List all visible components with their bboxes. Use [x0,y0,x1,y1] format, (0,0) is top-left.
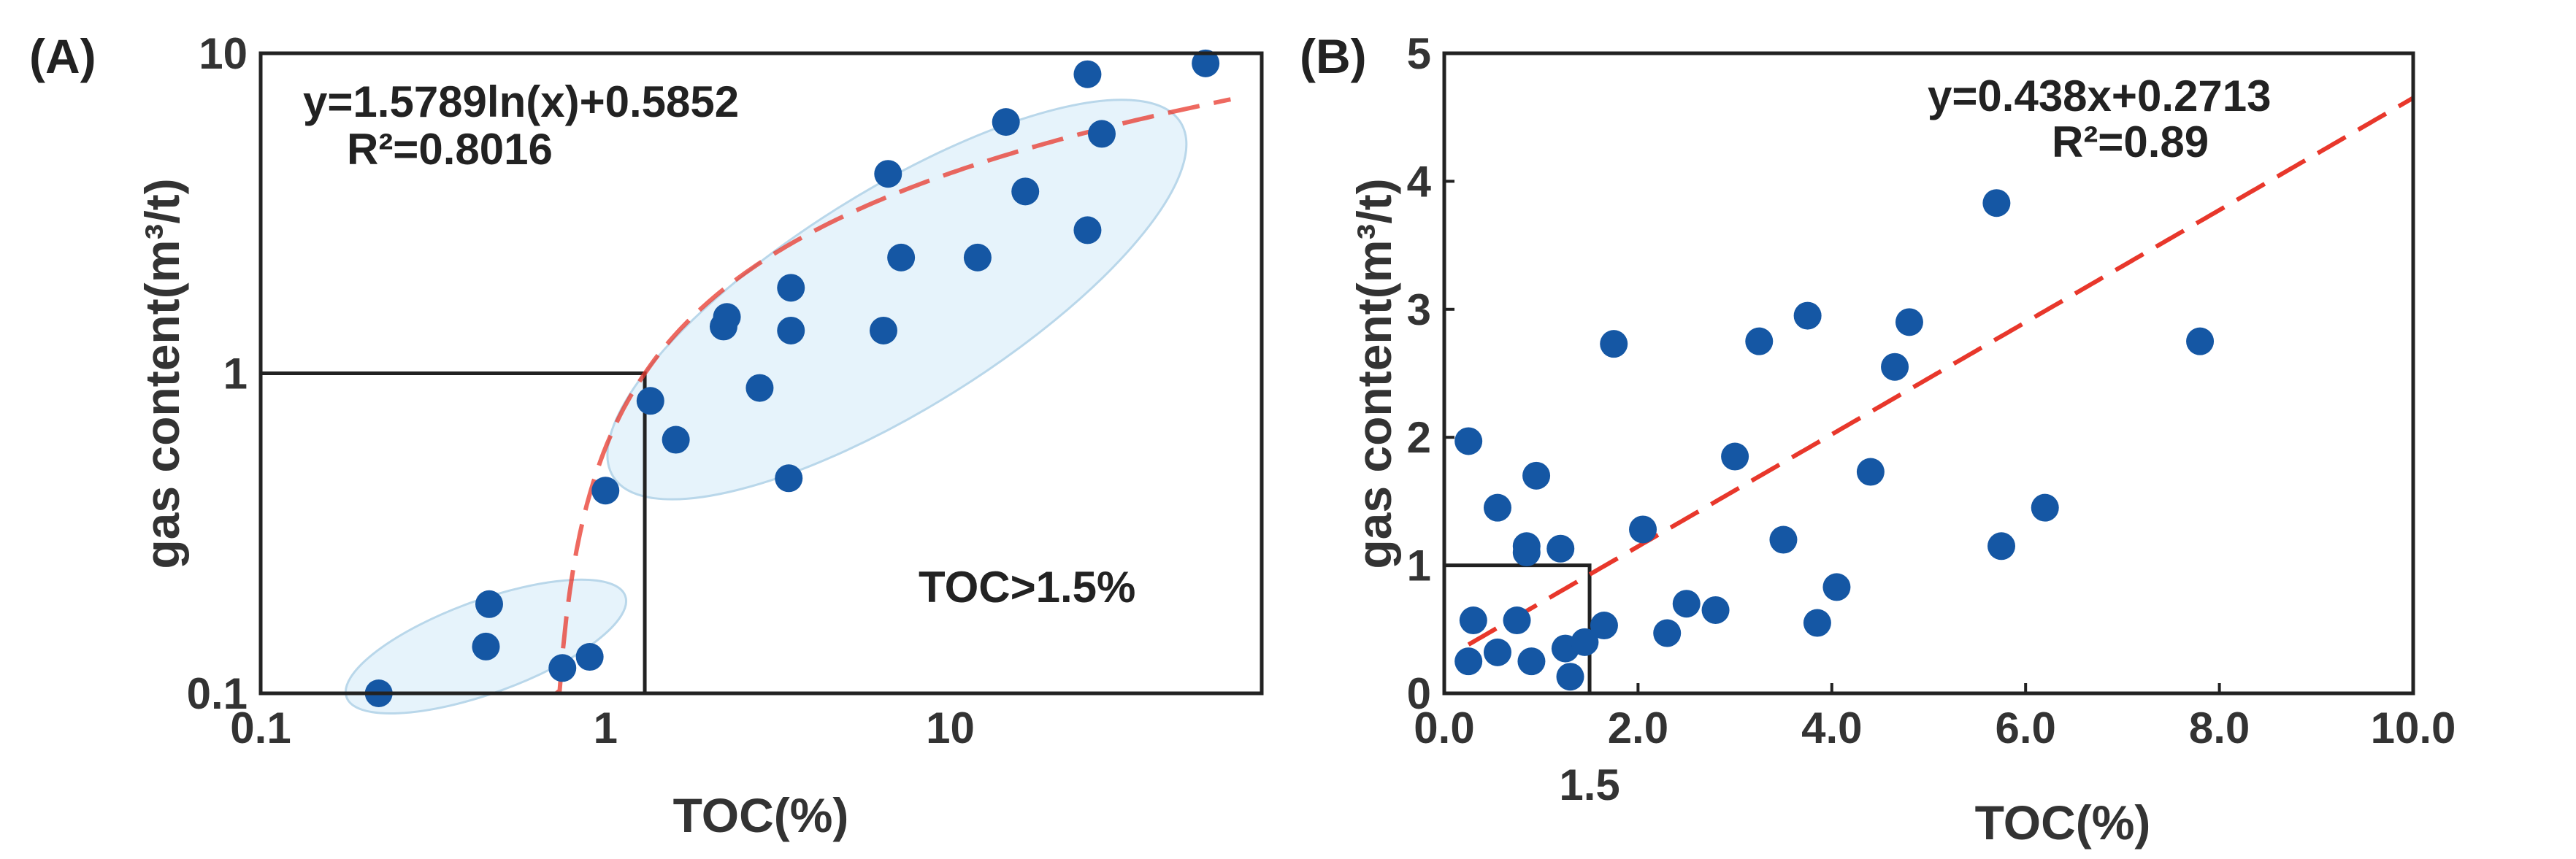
panel-b-point-16 [1629,515,1657,544]
panel-b-point-15 [1600,330,1628,358]
panel-a-point-22 [1087,120,1116,148]
panel-b-x-axis-title: TOC(%) [1975,796,2151,850]
panel-a-point-12 [777,274,805,302]
panel-b-point-1 [1454,647,1483,676]
panel-b-point-12 [1556,663,1584,691]
panel-b-point-23 [1793,301,1822,330]
panel-a-point-11 [775,464,803,493]
panel-a-point-18 [992,108,1020,136]
panel-a-points-layer [364,49,1220,707]
panel-b-y-axis-title: gas content(m³/t) [1347,178,1401,569]
panel-b-y-tick-2: 2 [1407,413,1431,462]
panel-b-point-13 [1571,628,1599,656]
panel-b-point-28 [1895,308,1923,336]
panel-b-x-tick-2: 4.0 [1801,704,1862,752]
panel-a-toc-annotation: TOC>1.5% [919,563,1135,612]
panel-b-label: (B) [1300,29,1367,83]
panel-a-point-17 [963,243,992,271]
panel-b-x-tick-1: 2.0 [1608,704,1668,752]
panel-b-point-9 [1522,461,1551,490]
panel-a-y-tick-2: 10 [199,29,248,78]
panel-b-gas-vs-toc-linear: 0.0 2.0 4.0 6.0 8.0 10.0 1.5 0 1 2 3 4 5 (B) y=0.43… [1300,29,2456,850]
panel-a-equation: y=1.5789ln(x)+0.5852 [303,77,739,126]
panel-a-y-tick-labels: 0.1 1 10 [187,29,248,718]
panel-b-point-30 [1987,532,2016,561]
panel-b-point-2 [1459,606,1487,635]
panel-b-y-tick-0: 0 [1407,669,1431,718]
panel-a-x-tick-1: 1 [594,704,618,752]
panel-b-point-20 [1721,442,1749,471]
panel-a-point-4 [575,643,604,671]
panel-b-y-tick-3: 3 [1407,285,1431,334]
panel-b-point-14 [1590,612,1618,640]
panel-b-point-21 [1745,327,1774,355]
panel-b-y-tick-4: 4 [1407,157,1432,206]
panel-a-y-tick-1: 1 [223,350,248,398]
panel-a-gas-vs-toc-log: 0.1 1 10 0.1 1 10 (A) y=1.5789ln(x)+0.5852 R… [29,29,1264,842]
panel-b-point-25 [1822,573,1851,601]
panel-b-x-extra-label: 1.5 [1559,760,1619,809]
panel-b-point-19 [1701,596,1730,624]
panel-b-point-24 [1803,609,1831,637]
panel-a-point-7 [662,425,690,454]
panel-a-r-squared: R²=0.8016 [347,125,553,174]
panel-b-point-29 [1982,189,2011,217]
panel-a-y-tick-0: 0.1 [187,669,248,718]
panel-b-point-3 [1483,493,1511,522]
panel-b-point-4 [1483,638,1511,666]
panel-a-point-10 [745,374,774,402]
panel-a-point-21 [1073,60,1102,88]
panel-b-point-8 [1517,647,1546,676]
panel-b-plot-frame [1442,51,2415,696]
panel-a-point-14 [869,316,897,344]
panel-b-point-27 [1881,353,1909,381]
panel-b-x-tick-4: 8.0 [2189,704,2250,752]
panel-a-fit-curve [554,97,1231,696]
panel-b-x-tick-labels: 0.0 2.0 4.0 6.0 8.0 10.0 1.5 [1414,683,2456,809]
panel-b-y-tick-labels: 0 1 2 3 4 5 [1407,29,1454,718]
panel-b-point-32 [2186,327,2215,355]
panel-b-y-tick-5: 5 [1407,29,1431,78]
panel-b-fit-curve [1467,96,2415,647]
panel-a-point-1 [472,632,500,660]
panel-a-x-tick-2: 10 [926,704,975,752]
panel-a-point-2 [475,590,503,618]
panel-a-fit-layer [554,97,1231,696]
panel-b-x-tick-3: 6.0 [1995,704,2055,752]
panel-b-point-5 [1503,606,1531,635]
panel-a-point-15 [874,160,902,188]
panel-a-point-19 [1011,177,1040,206]
panel-a-point-13 [777,316,805,344]
panel-a-point-9 [713,303,741,331]
panel-b-equation: y=0.438x+0.2713 [1928,72,2271,120]
panel-a-plot-frame [258,51,1264,696]
panel-b-point-7 [1512,539,1541,567]
panel-a-point-16 [887,243,916,271]
panel-a-point-6 [636,387,664,415]
panel-b-point-10 [1546,534,1575,563]
panel-a-x-axis-title: TOC(%) [673,788,849,842]
panel-a-x-tick-labels: 0.1 1 10 [230,704,975,752]
panel-a-point-23 [1192,49,1220,77]
panel-a-y-axis-title: gas content(m³/t) [135,178,189,569]
panel-b-point-31 [2031,493,2059,522]
panel-b-r-squared: R²=0.89 [2052,118,2209,166]
panel-b-point-22 [1769,525,1798,554]
panel-a-point-20 [1073,216,1102,244]
panel-b-point-18 [1672,590,1701,618]
panel-b-point-26 [1856,458,1885,486]
panel-b-y-tick-1: 1 [1407,542,1431,590]
panel-b-fit-layer [1467,96,2415,647]
panel-b-x-tick-5: 10.0 [2371,704,2456,752]
panel-b-point-17 [1653,619,1682,647]
panel-a-point-5 [591,477,620,505]
panel-a-x-tick-0: 0.1 [230,704,291,752]
panel-b-points-layer [1454,189,2215,691]
panel-a-point-3 [548,654,577,682]
panel-b-point-0 [1454,427,1483,455]
panel-b-x-tick-0: 0.0 [1414,704,1474,752]
panel-a-label: (A) [29,29,96,83]
